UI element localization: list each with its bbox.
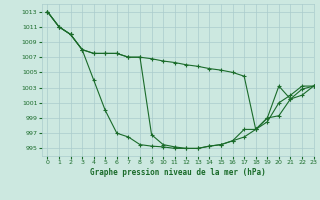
X-axis label: Graphe pression niveau de la mer (hPa): Graphe pression niveau de la mer (hPa) xyxy=(90,168,266,177)
